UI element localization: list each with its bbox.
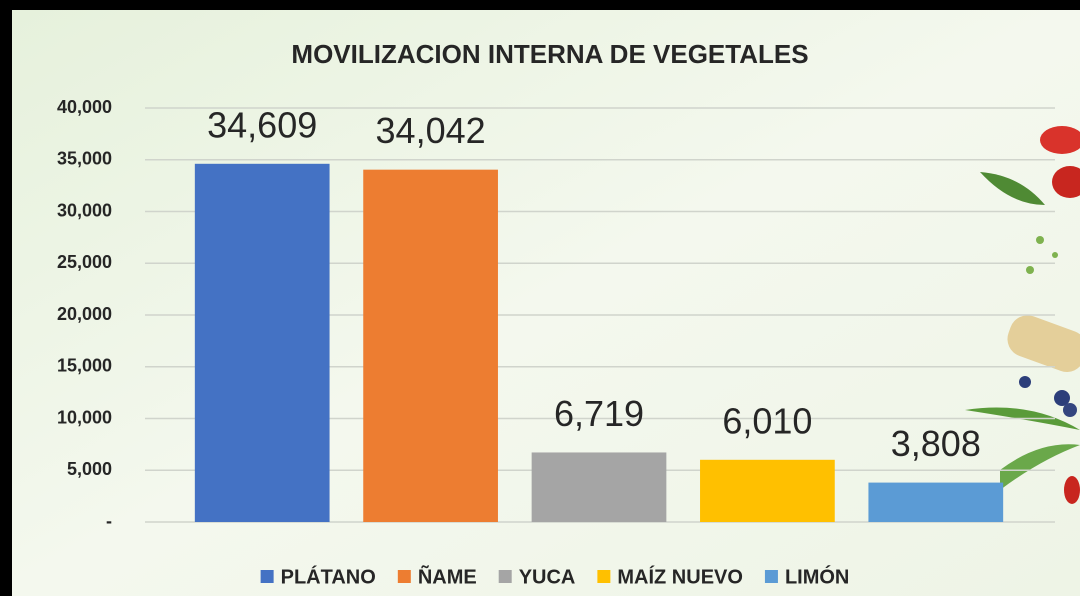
chart-title: MOVILIZACION INTERNA DE VEGETALES: [291, 39, 808, 69]
value-label: 34,609: [207, 104, 317, 145]
bar: [700, 459, 835, 522]
value-label: 6,010: [722, 400, 812, 441]
legend-swatch: [764, 570, 778, 583]
y-tick-label: 5,000: [67, 459, 112, 479]
bar: [194, 163, 330, 522]
y-tick-label: 10,000: [57, 407, 112, 427]
y-tick-label: 40,000: [57, 97, 112, 117]
value-label: 34,042: [376, 110, 486, 151]
bar: [531, 452, 667, 522]
decoration: [965, 126, 1080, 504]
legend-swatch: [597, 570, 611, 583]
legend-label: LIMÓN: [785, 564, 849, 588]
legend-label: PLÁTANO: [281, 565, 376, 588]
value-label: 3,808: [891, 423, 981, 464]
y-tick-label: 30,000: [57, 200, 112, 220]
bar: [868, 482, 1004, 522]
y-tick-label: 35,000: [57, 149, 112, 169]
y-tick-label: 20,000: [57, 304, 112, 324]
legend-swatch: [397, 570, 411, 583]
legend-label: YUCA: [519, 566, 576, 588]
value-label: 6,719: [554, 393, 644, 434]
y-tick-label: -: [106, 511, 112, 531]
legend-label: MAÍZ NUEVO: [617, 565, 743, 588]
legend-swatch: [260, 570, 274, 583]
bar: [363, 169, 498, 523]
y-tick-label: 25,000: [57, 252, 112, 272]
legend-swatch: [498, 570, 512, 583]
y-tick-label: 15,000: [57, 356, 112, 376]
legend-label: ÑAME: [418, 565, 477, 588]
